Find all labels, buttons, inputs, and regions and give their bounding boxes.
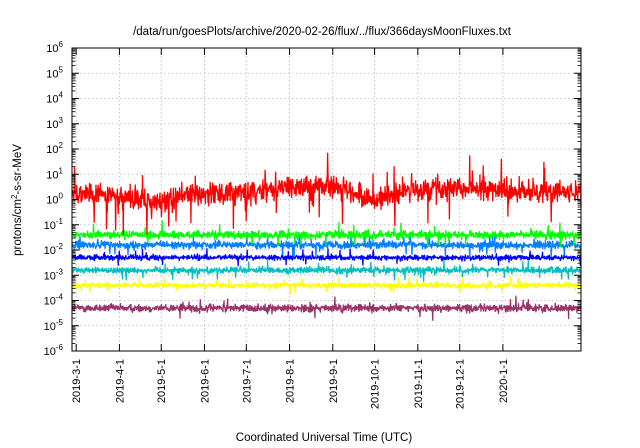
y-tick-label: 104 xyxy=(46,91,63,106)
flux-series-line xyxy=(71,248,582,267)
chart-title: /data/run/goesPlots/archive/2020-02-26/f… xyxy=(133,26,512,38)
y-tick-label: 10-4 xyxy=(44,293,64,308)
flux-series-line xyxy=(71,152,582,236)
x-axis-ticks: 2019-3-1 2019-4-1 2019-5-1 2019-6-1 2019-7-1… xyxy=(71,48,510,409)
x-tick-label: 2019-9-1 xyxy=(328,359,340,403)
x-tick-label: 2019-10-1 xyxy=(370,359,382,409)
y-tick-label: 101 xyxy=(46,166,63,181)
y-tick-label: 103 xyxy=(46,116,63,131)
x-tick-label: 2019-3-1 xyxy=(71,359,83,403)
y-tick-label: 10-2 xyxy=(44,242,64,257)
x-tick-label: 2019-7-1 xyxy=(241,359,253,403)
y-tick-label: 10-3 xyxy=(44,267,64,282)
x-tick-label: 2019-5-1 xyxy=(156,359,168,403)
x-tick-label: 2019-8-1 xyxy=(285,359,297,403)
x-tick-label: 2019-11-1 xyxy=(413,359,425,408)
y-tick-label: 10-1 xyxy=(44,217,64,232)
y-axis-label: protons/cm2-s-sr-MeV xyxy=(10,144,24,256)
y-tick-label: 10-5 xyxy=(44,318,64,333)
grid xyxy=(72,48,581,351)
y-tick-label: 102 xyxy=(46,141,63,156)
flux-series-line xyxy=(71,295,582,321)
y-tick-label: 106 xyxy=(46,40,63,55)
y-tick-label: 10-6 xyxy=(44,343,64,358)
series-group xyxy=(71,152,582,321)
x-tick-label: 2020-1-1 xyxy=(498,359,510,403)
x-axis-label: Coordinated Universal Time (UTC) xyxy=(236,432,413,444)
flux-series-line xyxy=(71,260,582,283)
x-tick-label: 2019-12-1 xyxy=(455,359,467,409)
x-tick-label: 2019-4-1 xyxy=(114,359,126,403)
y-tick-label: 105 xyxy=(46,65,63,80)
y-tick-label: 100 xyxy=(46,192,63,207)
flux-series-line xyxy=(71,276,582,294)
flux-series-line xyxy=(71,220,582,248)
y-axis-ticks: 10-6 10-5 10-4 10-3 10-2 10-1 100 101 102 103 104 1… xyxy=(44,40,581,358)
x-tick-label: 2019-6-1 xyxy=(199,359,211,403)
